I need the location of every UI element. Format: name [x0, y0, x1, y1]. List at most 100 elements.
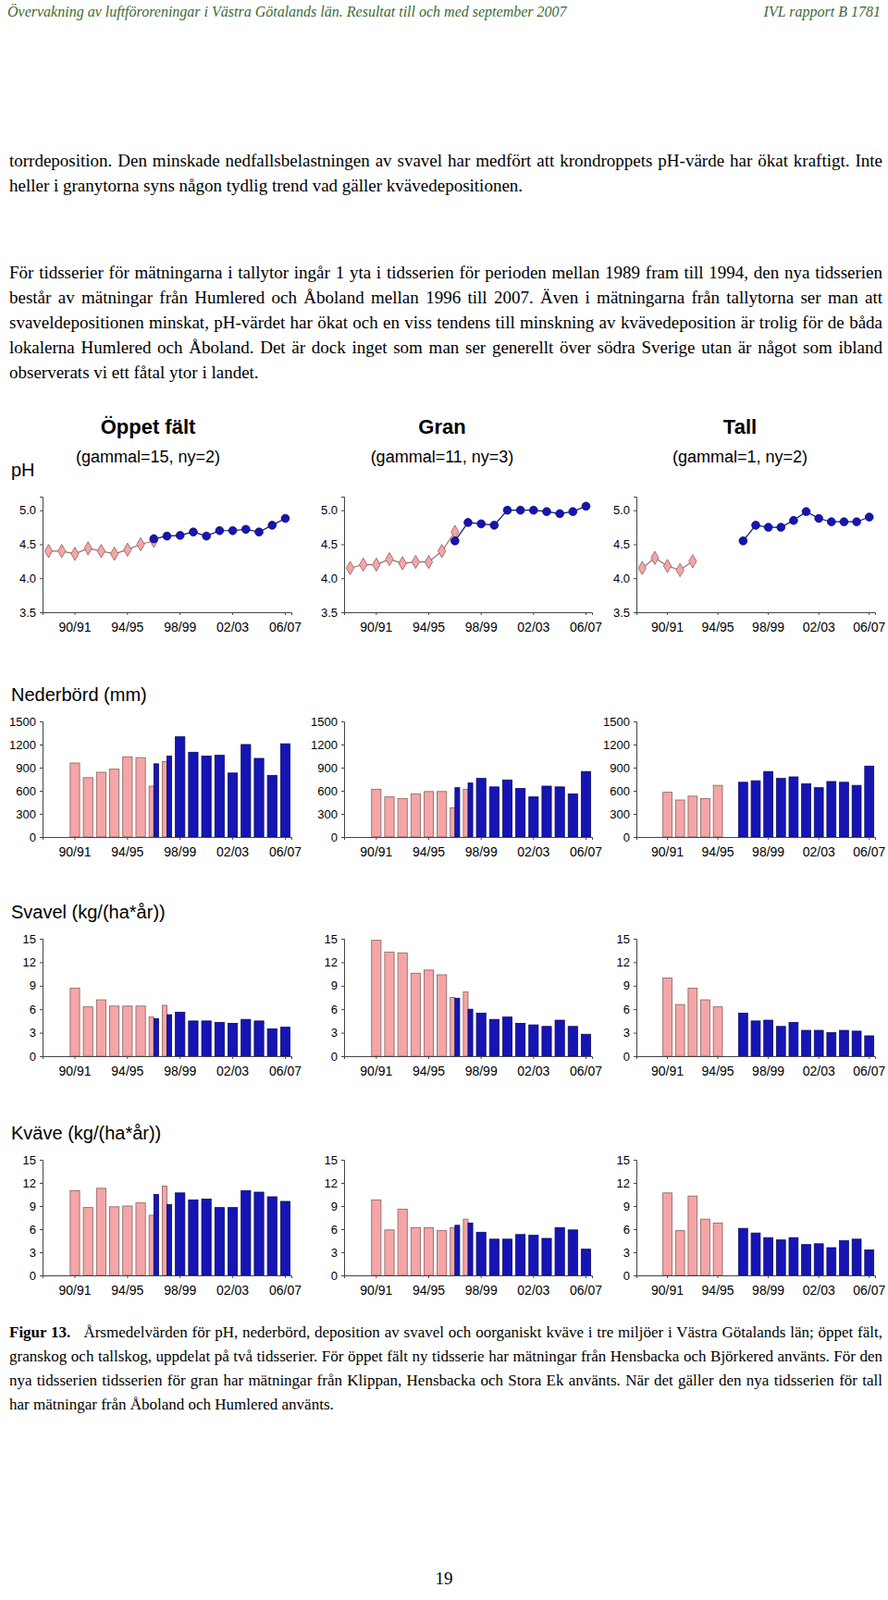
y-tick-mark: [633, 721, 637, 723]
bar: [397, 952, 407, 1057]
x-tick-mark: [428, 1275, 430, 1279]
bar: [814, 788, 824, 838]
y-tick: 1200: [9, 738, 43, 753]
x-tick-label: 94/95: [702, 844, 735, 860]
y-axis: 3.54.04.55.0: [613, 497, 638, 620]
bar: [476, 1232, 486, 1276]
y-axis: 3.54.04.55.0: [19, 497, 44, 620]
x-tick-mark: [868, 837, 870, 840]
y-tick: 6: [331, 1002, 345, 1017]
plot-area: [70, 1185, 291, 1276]
y-tick: 5.0: [19, 503, 43, 518]
y-tick: 3: [623, 1245, 637, 1260]
y-tick: 0: [623, 1269, 637, 1283]
x-tick: 94/95: [702, 1056, 735, 1079]
x-tick-mark: [585, 1056, 587, 1060]
y-tick-label: 12: [616, 1176, 630, 1191]
y-tick-mark: [633, 510, 637, 512]
x-tick-mark: [481, 1275, 482, 1279]
bar: [463, 1219, 469, 1276]
x-axis-line: [637, 613, 876, 617]
bar: [851, 785, 862, 838]
y-tick-label: 1200: [9, 738, 37, 753]
y-tick-label: 0: [331, 1049, 338, 1064]
x-tick-label: 06/07: [569, 619, 603, 635]
bar: [516, 1234, 526, 1276]
column-title: Öppet fält: [100, 415, 197, 439]
bar: [455, 788, 460, 838]
bar: [814, 1244, 824, 1276]
x-tick: 98/99: [752, 837, 785, 860]
marker: [58, 544, 66, 558]
y-tick: 3.5: [320, 605, 345, 620]
bar: [516, 789, 526, 839]
marker: [84, 542, 92, 555]
bar: [814, 1030, 824, 1057]
x-tick: 06/07: [569, 837, 603, 860]
bar: [529, 797, 539, 838]
x-tick-mark: [284, 1056, 286, 1060]
y-tick-mark: [341, 767, 345, 769]
bar: [227, 1208, 237, 1276]
bar: [175, 737, 185, 838]
paragraph: För tidsserier för mätningarna i tallyto…: [9, 259, 883, 385]
y-tick-label: 3: [623, 1245, 630, 1260]
bar: [153, 1195, 159, 1277]
x-tick-label: 98/99: [465, 1282, 498, 1298]
y-tick-label: 12: [324, 955, 338, 970]
x-tick: 98/99: [163, 612, 197, 635]
x-tick-label: 06/07: [269, 619, 302, 635]
x-tick-mark: [767, 612, 769, 616]
bar: [96, 999, 106, 1057]
x-tick-label: 02/03: [517, 844, 550, 860]
chart-panel: 03006009001200150090/9194/9598/9902/0306…: [9, 684, 302, 860]
y-tick: 3: [331, 1025, 345, 1040]
x-tick-label: 02/03: [216, 1063, 249, 1079]
x-tick-label: 98/99: [752, 844, 785, 860]
plot-area: [70, 987, 291, 1057]
x-tick-label: 02/03: [517, 1282, 550, 1298]
chart-panel: 03006009001200150090/9194/9598/9902/0306…: [310, 715, 603, 860]
y-tick-mark: [39, 510, 43, 512]
bar: [455, 1225, 460, 1276]
x-tick: 94/95: [412, 1056, 445, 1079]
y-tick-mark: [633, 790, 637, 792]
bar: [148, 1017, 154, 1057]
y-axis-line: [633, 1160, 638, 1277]
y-tick-mark: [341, 1206, 345, 1208]
y-tick-label: 300: [317, 807, 338, 822]
bar: [713, 1007, 723, 1057]
x-axis-line: [43, 838, 293, 841]
bar: [789, 777, 799, 838]
y-axis-line: [633, 722, 638, 839]
x-tick-mark: [717, 1056, 719, 1060]
y-tick-label: 6: [331, 1002, 338, 1017]
marker: [814, 514, 824, 523]
x-tick: 02/03: [517, 837, 550, 860]
marker: [464, 518, 473, 528]
bar: [410, 1227, 420, 1276]
x-tick-mark: [481, 837, 482, 840]
x-tick-mark: [666, 1275, 668, 1279]
y-tick: 3.5: [613, 605, 637, 620]
bar: [96, 772, 106, 838]
y-tick: 1500: [9, 715, 43, 729]
y-tick: 600: [317, 784, 345, 799]
y-tick: 6: [29, 1002, 43, 1017]
caption: Figur 13.Årsmedelvärden för pH, nederbör…: [9, 1320, 883, 1418]
chart-panel: 0369121590/9194/9598/9902/0306/07: [616, 1153, 887, 1298]
bar: [764, 771, 774, 838]
bar: [110, 1006, 120, 1057]
x-axis-line: [637, 1276, 876, 1280]
bar: [502, 1239, 512, 1276]
x-tick-label: 06/07: [269, 1282, 302, 1298]
y-tick: 0: [29, 1049, 43, 1064]
marker: [739, 536, 748, 545]
chart-panel: 0369121590/9194/9598/9902/0306/07: [616, 932, 887, 1079]
y-tick-mark: [39, 1229, 43, 1231]
y-tick: 3: [29, 1245, 43, 1260]
x-tick: 02/03: [517, 1275, 550, 1298]
y-tick-mark: [39, 814, 43, 815]
x-axis-line: [43, 613, 293, 617]
marker: [398, 556, 407, 570]
